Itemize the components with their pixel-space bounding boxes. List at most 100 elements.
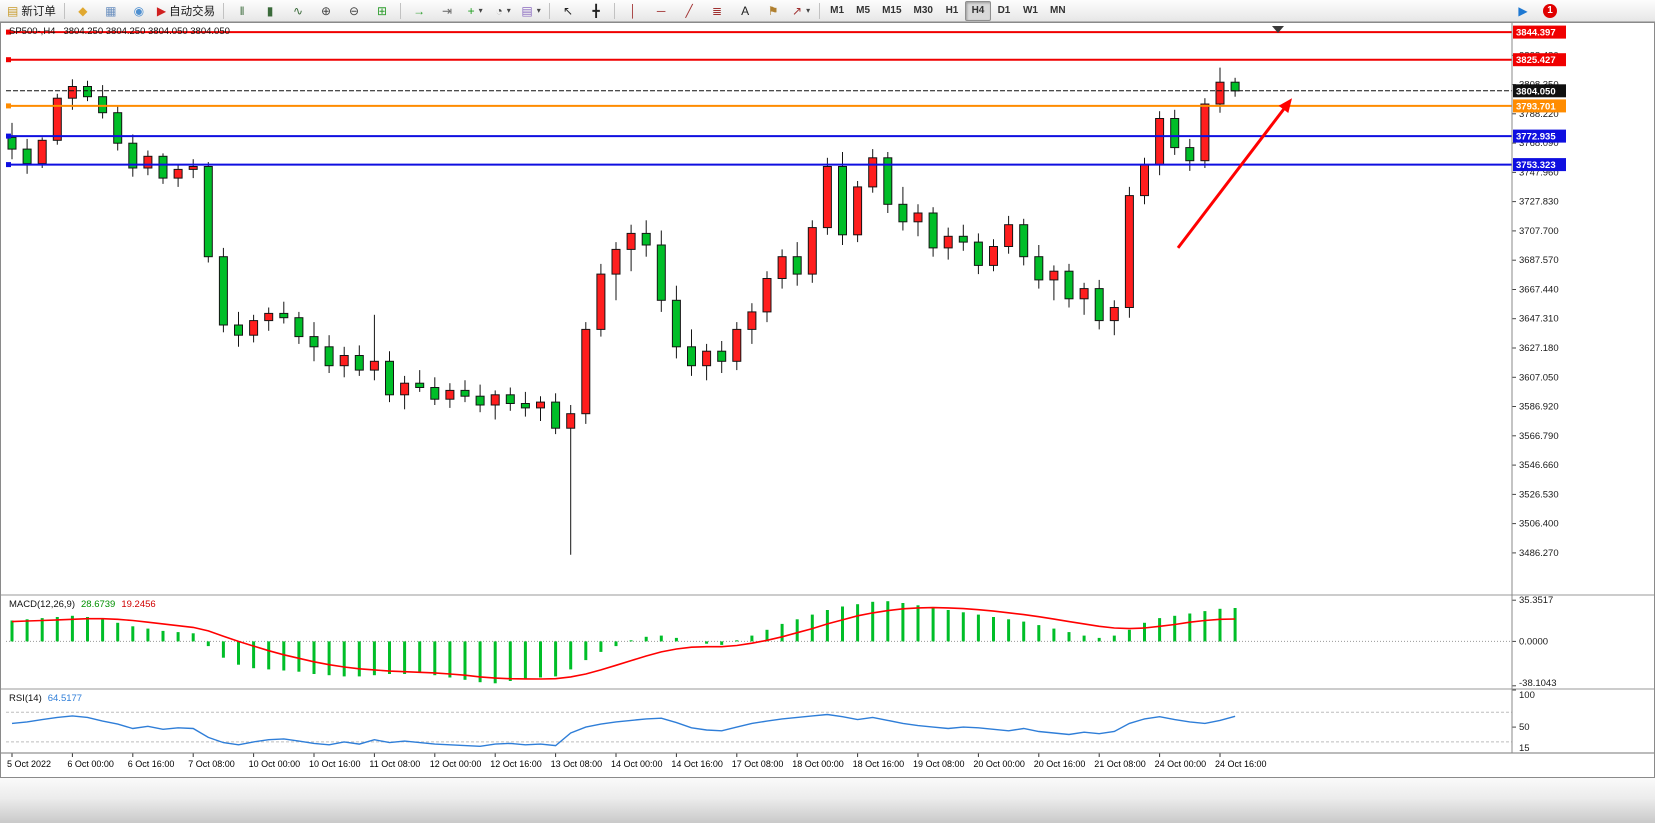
rsi-scale-label: 50 [1519, 722, 1530, 733]
arrows-dropdown[interactable]: ↗ ▾ [787, 1, 815, 21]
price-badge [1513, 158, 1566, 172]
text-label-button[interactable]: ⚑ [759, 1, 787, 21]
vertical-line-icon: │ [629, 3, 637, 18]
candle-bearish [234, 324, 243, 336]
time-label: 19 Oct 08:00 [913, 759, 965, 769]
candle-bearish [1230, 81, 1240, 92]
candle-bullish [732, 328, 742, 362]
trendline-button[interactable]: ╱ [675, 1, 703, 21]
price-axis[interactable] [1512, 22, 1655, 753]
chevron-down-icon: ▾ [506, 6, 511, 15]
chart-shift-button[interactable]: ⇥ [433, 1, 461, 21]
candle-bearish [354, 355, 364, 371]
candle-bullish [264, 312, 274, 322]
time-label: 21 Oct 08:00 [1094, 759, 1146, 769]
macd-scale-label: -38.1043 [1519, 678, 1557, 689]
time-label: 6 Oct 00:00 [67, 759, 114, 769]
candle-bullish [702, 350, 712, 367]
timeframe-mn-button[interactable]: MN [1049, 5, 1066, 16]
time-label: 18 Oct 16:00 [853, 759, 905, 769]
candle-bullish [1124, 195, 1134, 309]
signals-icon-button[interactable]: ◉ [125, 1, 153, 21]
chat-icon-icon: ▶ [1518, 3, 1528, 18]
candle-bullish [1109, 307, 1119, 322]
timeframe-d1-button[interactable]: D1 [997, 5, 1011, 16]
toolbar-separator [400, 2, 402, 19]
candle-bullish [1079, 288, 1089, 300]
hline-anchor [6, 162, 11, 168]
candle-bullish [566, 413, 576, 429]
candle-bullish [188, 166, 198, 170]
market-icon-button[interactable]: ◆ [69, 1, 97, 21]
chart-shift-marker[interactable] [1272, 26, 1284, 33]
zoom-out-button[interactable]: ⊖ [340, 1, 368, 21]
tile-windows-button[interactable]: ⊞ [368, 1, 396, 21]
vertical-line-button[interactable]: │ [619, 1, 647, 21]
fibonacci-button[interactable]: ≣ [703, 1, 731, 21]
candle-bullish [747, 311, 757, 330]
market-icon-icon: ◆ [78, 3, 88, 18]
price-badge [1513, 53, 1566, 67]
price-tick-label: 3486.270 [1519, 548, 1559, 559]
notification-badge[interactable]: 1 [1543, 3, 1557, 18]
candle-bullish [913, 212, 923, 223]
candle-bullish [67, 86, 77, 99]
arrows-icon: ↗ [792, 3, 803, 18]
timeframe-m30-button[interactable]: M30 [913, 5, 933, 16]
candlestick-chart-button[interactable]: ▮ [256, 1, 284, 21]
new-order-button[interactable]: ▤ 新订单 [3, 1, 60, 21]
macd-name: MACD(12,26,9) [9, 599, 75, 610]
candle-bearish [203, 166, 213, 258]
chart-shift-icon: ⇥ [442, 3, 453, 18]
zoom-out-icon: ⊖ [349, 3, 360, 18]
time-axis[interactable]: 5 Oct 2022 6 Oct 00:00 6 Oct 16:00 7 Oct 08… [7, 753, 1267, 769]
timeframe-h4-button[interactable]: H4 [964, 0, 991, 21]
chat-icon-button[interactable]: ▶ [1509, 1, 1537, 21]
chart-canvas[interactable]: 3828.4803808.3503788.2203768.0903747.960… [0, 22, 1655, 778]
chevron-down-icon: ▾ [806, 6, 811, 15]
periods-dropdown[interactable]: ◔ ▾ [489, 1, 517, 21]
autotrading-button-label: 自动交易 [169, 5, 216, 18]
macd-scale-label: 35.3517 [1519, 595, 1553, 606]
candle-bullish [611, 248, 621, 275]
signals-icon-icon: ◉ [133, 3, 145, 18]
price-tick-label: 3586.920 [1519, 402, 1559, 413]
periods-icon: ◔ [495, 3, 503, 18]
bar-chart-button[interactable]: ‖ [228, 1, 256, 21]
line-chart-button[interactable]: ∿ [284, 1, 312, 21]
candle-bullish [1049, 270, 1059, 281]
candle-bearish [7, 136, 17, 150]
time-label: 14 Oct 00:00 [611, 759, 663, 769]
horizontal-line-button[interactable]: ─ [647, 1, 675, 21]
timeframe-m15-button[interactable]: M15 [882, 5, 902, 16]
cursor-button[interactable]: ↖ [554, 1, 582, 21]
templates-dropdown[interactable]: ▤ ▾ [517, 1, 545, 21]
macd-signal-line [11, 606, 1236, 680]
chart-title-ohlc: 3804.250 3804.250 3804.050 3804.050 [63, 26, 230, 37]
autotrading-button[interactable]: ▶ 自动交易 [153, 1, 219, 21]
timeframe-h1-button[interactable]: H1 [945, 5, 959, 16]
text-button[interactable]: A [731, 1, 759, 21]
trendline-icon: ╱ [685, 3, 693, 18]
candle-bearish [475, 395, 485, 406]
candle-bullish [339, 355, 349, 367]
candle-bullish [445, 389, 455, 400]
price-tick-label: 3727.830 [1519, 197, 1559, 208]
time-label: 7 Oct 08:00 [188, 759, 235, 769]
crosshair-button[interactable]: ╋ [582, 1, 610, 21]
indicators-dropdown[interactable]: + ▾ [461, 1, 489, 21]
auto-scroll-button[interactable]: → [405, 1, 433, 21]
candle-bearish [551, 401, 561, 429]
timeframe-w1-button[interactable]: W1 [1022, 5, 1038, 16]
price-tick-label: 3707.700 [1519, 226, 1559, 237]
arrow-object[interactable] [1176, 103, 1289, 249]
candle-bearish [98, 96, 108, 114]
text-label-icon: ⚑ [767, 3, 779, 18]
timeframe-m5-button[interactable]: M5 [856, 5, 871, 16]
price-tick-label: 3566.790 [1519, 431, 1559, 442]
new-order-icon: ▤ [7, 3, 19, 18]
timeframe-m1-button[interactable]: M1 [830, 5, 845, 16]
data-window-icon-button[interactable]: ▦ [97, 1, 125, 21]
zoom-in-button[interactable]: ⊕ [312, 1, 340, 21]
time-axis-area[interactable] [0, 753, 1655, 778]
